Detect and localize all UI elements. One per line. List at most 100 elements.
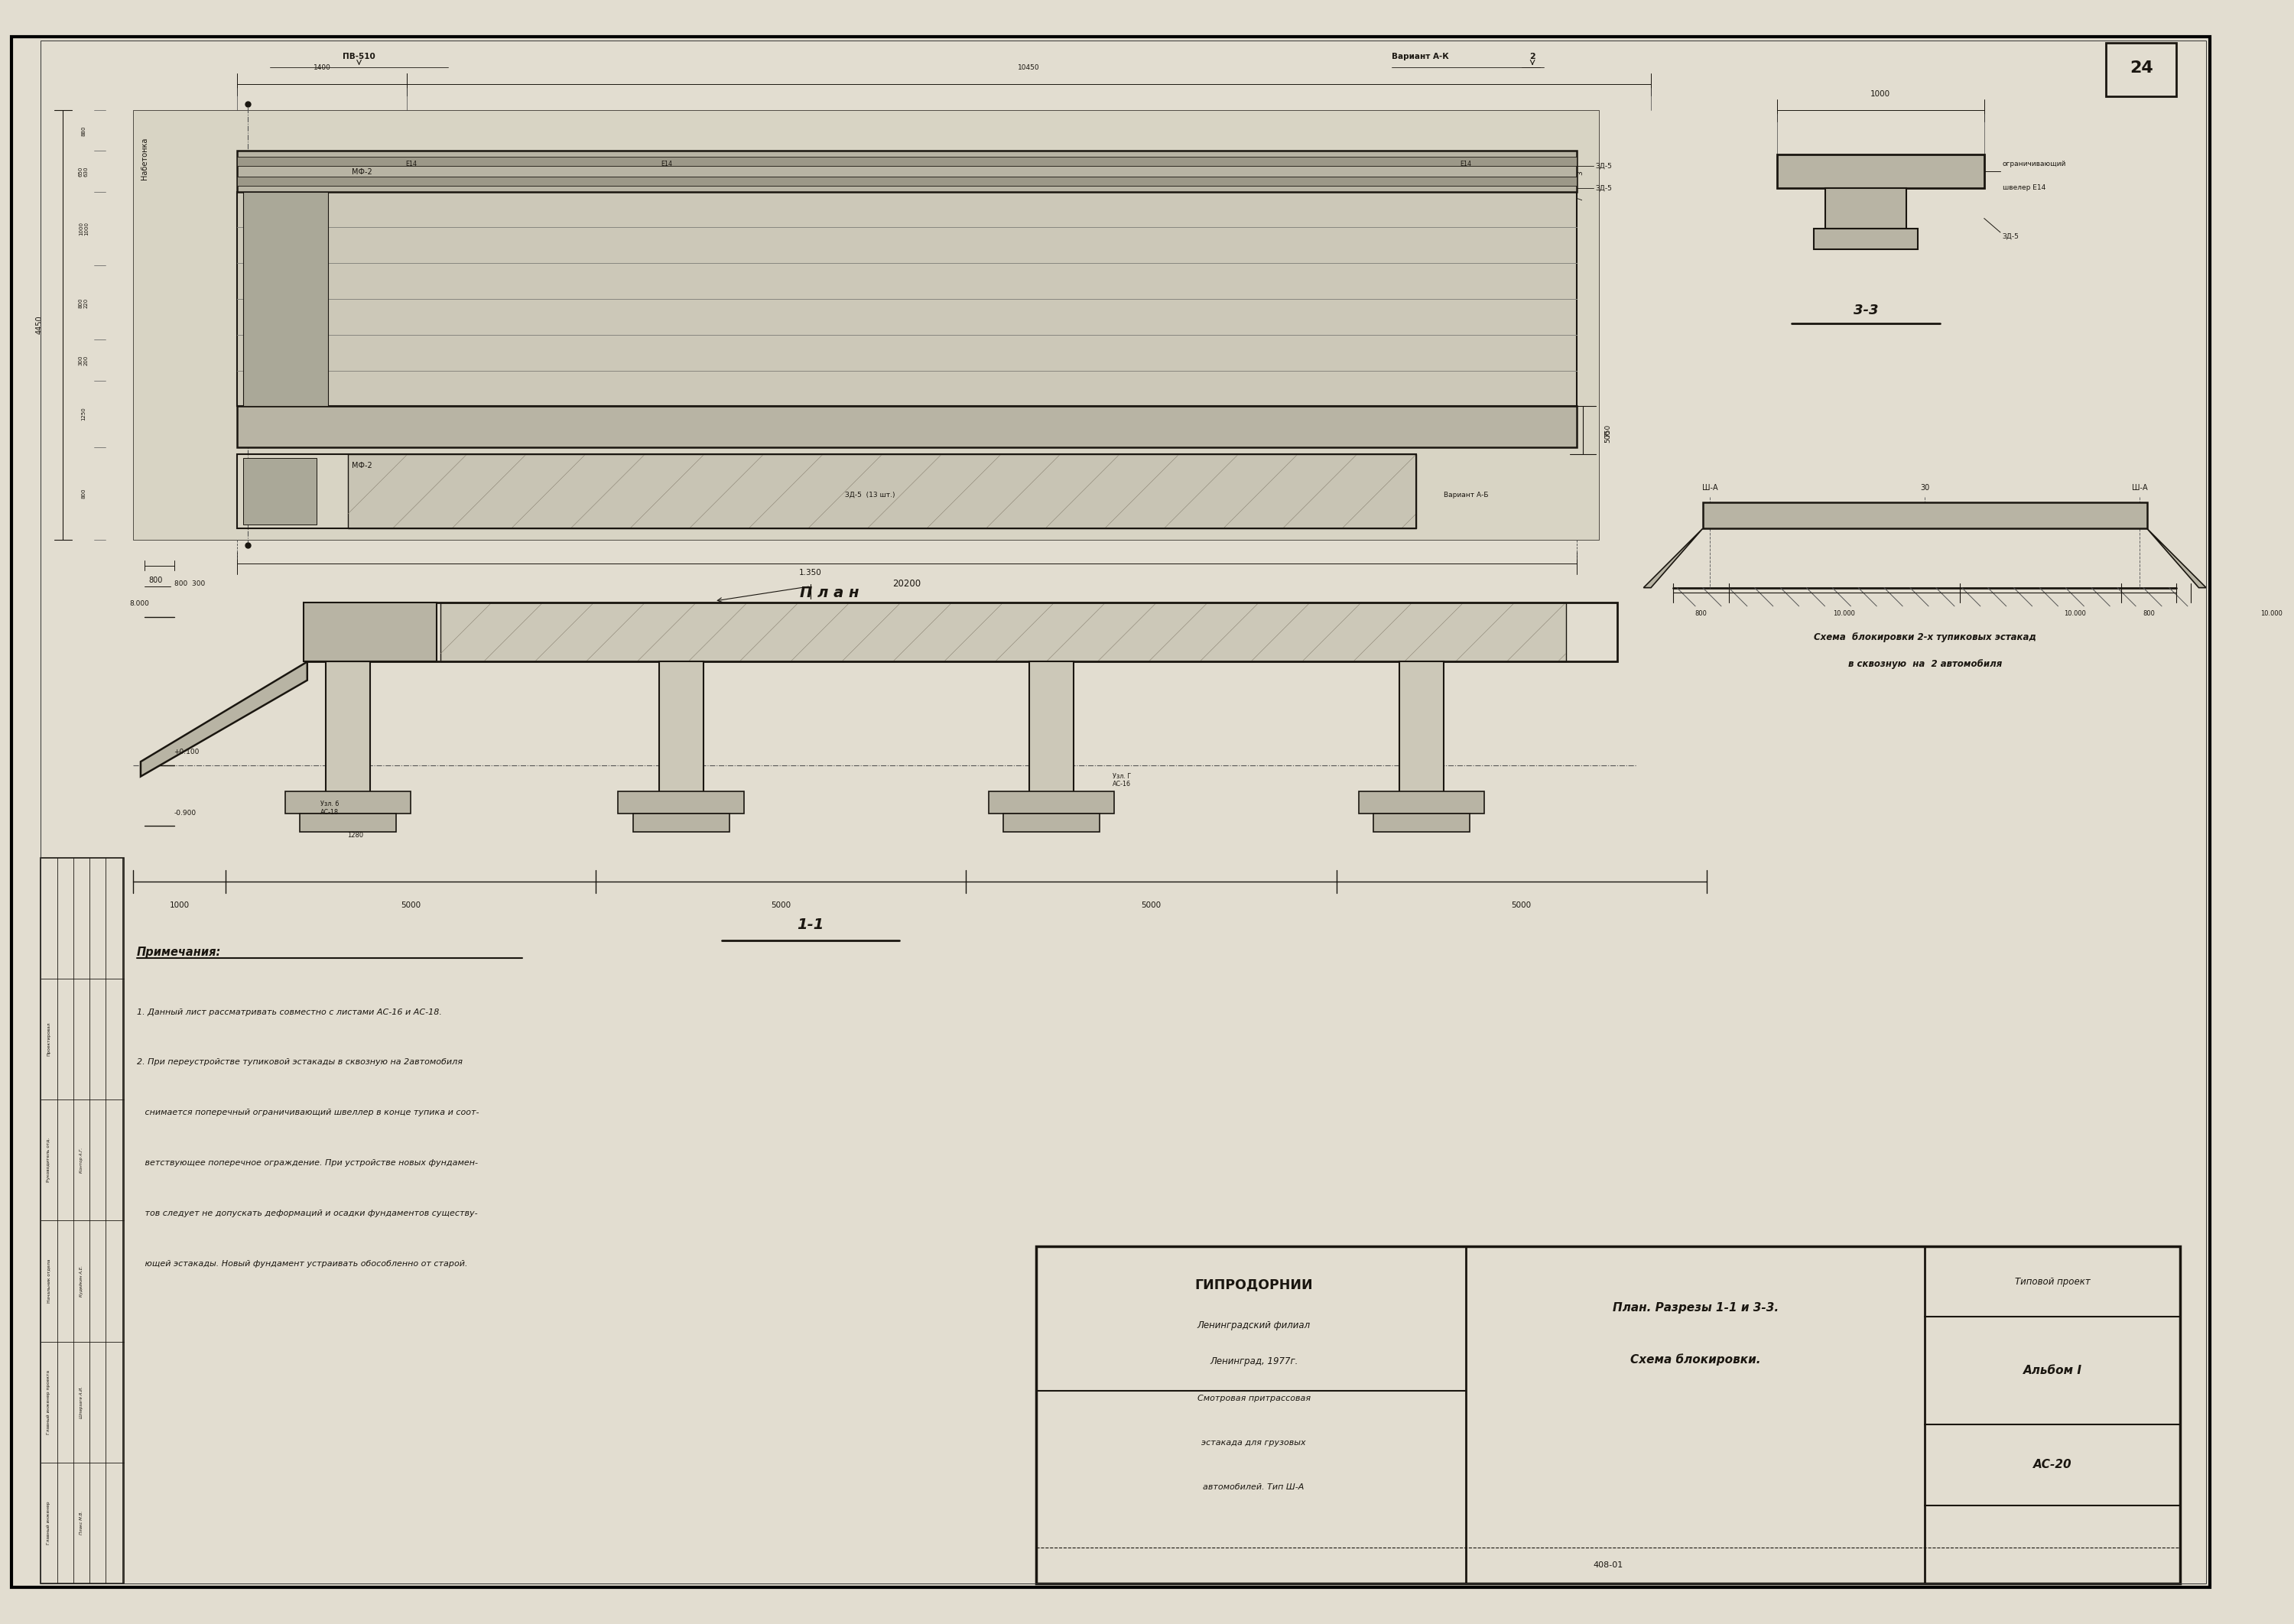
- Text: ЗД-5  (13 шт.): ЗД-5 (13 шт.): [844, 492, 895, 499]
- Bar: [236, 177, 1576, 185]
- Bar: [307, 603, 1617, 661]
- Text: 1280: 1280: [346, 831, 362, 840]
- Polygon shape: [1643, 528, 1702, 588]
- Text: МФ-2: МФ-2: [351, 167, 372, 175]
- Text: 5000: 5000: [1140, 901, 1161, 909]
- Text: Схема  блокировки 2-х тупиковых эстакад: Схема блокировки 2-х тупиковых эстакад: [1815, 632, 2037, 641]
- Text: 800: 800: [80, 489, 85, 499]
- Text: снимается поперечный ограничивающий швеллер в конце тупика и соот-: снимается поперечный ограничивающий швел…: [138, 1109, 479, 1116]
- Text: 20200: 20200: [892, 580, 922, 590]
- Text: 1-1: 1-1: [796, 918, 824, 932]
- Text: 10.000: 10.000: [1833, 611, 1856, 617]
- Bar: [1374, 814, 1470, 831]
- Bar: [301, 814, 397, 831]
- Bar: [326, 661, 369, 796]
- Text: Типовой проект: Типовой проект: [2014, 1276, 2090, 1286]
- Bar: [658, 661, 704, 796]
- Text: Е14: Е14: [406, 161, 418, 167]
- Text: 1250: 1250: [80, 408, 85, 421]
- Text: -0.900: -0.900: [174, 810, 197, 817]
- Text: 3-3: 3-3: [1854, 304, 1879, 317]
- Bar: [284, 791, 411, 814]
- Text: Узл. Г
АС-16: Узл. Г АС-16: [1113, 773, 1131, 788]
- Bar: [303, 603, 436, 661]
- Text: ЗД-5: ЗД-5: [1594, 185, 1613, 192]
- Bar: [236, 151, 1576, 192]
- Text: Кудейкин А.Е.: Кудейкин А.Е.: [80, 1265, 83, 1296]
- Text: 1000: 1000: [1870, 89, 1890, 97]
- Text: 3: 3: [1578, 171, 1585, 175]
- Text: Альбом I: Альбом I: [2023, 1364, 2083, 1376]
- Text: 7: 7: [1578, 197, 1585, 201]
- Bar: [243, 458, 317, 525]
- Bar: [243, 192, 328, 406]
- Text: Е14: Е14: [1459, 161, 1470, 167]
- Bar: [440, 603, 1567, 661]
- Text: Вариант А-К: Вариант А-К: [1392, 54, 1450, 60]
- Text: Проектировал: Проектировал: [46, 1021, 50, 1056]
- Text: 2: 2: [1530, 54, 1535, 60]
- Bar: [1778, 154, 1984, 188]
- Text: ЗД-5: ЗД-5: [1594, 162, 1613, 169]
- Text: 5000: 5000: [771, 901, 791, 909]
- Text: АС-20: АС-20: [2032, 1460, 2071, 1471]
- Bar: [1037, 1247, 2179, 1583]
- Text: 5000: 5000: [401, 901, 420, 909]
- Text: в сквозную  на  2 автомобиля: в сквозную на 2 автомобиля: [1849, 659, 2003, 669]
- Bar: [236, 406, 1576, 447]
- Bar: [1358, 791, 1484, 814]
- Bar: [633, 814, 729, 831]
- Bar: [1399, 661, 1443, 796]
- Text: +0.100: +0.100: [174, 749, 200, 755]
- Text: Руководитель отд.: Руководитель отд.: [46, 1138, 50, 1182]
- Text: ветствующее поперечное ограждение. При устройстве новых фундамен-: ветствующее поперечное ограждение. При у…: [138, 1160, 477, 1166]
- Text: 800: 800: [149, 577, 163, 585]
- Text: Начальник отдела: Начальник отдела: [46, 1259, 50, 1302]
- Text: 650
630: 650 630: [78, 166, 89, 177]
- Text: Ш-А: Ш-А: [1702, 484, 1718, 492]
- Bar: [2106, 42, 2177, 96]
- Text: ющей эстакады. Новый фундамент устраивать обособленно от старой.: ющей эстакады. Новый фундамент устраиват…: [138, 1260, 468, 1267]
- Polygon shape: [140, 661, 307, 776]
- Bar: [349, 455, 1415, 528]
- Text: Е14: Е14: [661, 161, 672, 167]
- Bar: [236, 192, 1576, 406]
- Text: 800  300: 800 300: [174, 580, 204, 588]
- Text: 408-01: 408-01: [1594, 1561, 1624, 1569]
- Text: 1400: 1400: [314, 65, 330, 71]
- Bar: [1030, 661, 1074, 796]
- Text: 10.000: 10.000: [2260, 611, 2283, 617]
- Text: швелер Е14: швелер Е14: [2003, 184, 2046, 192]
- Text: 800: 800: [2143, 611, 2154, 617]
- Text: 1000: 1000: [170, 901, 190, 909]
- Text: 2. При переустройстве тупиковой эстакады в сквозную на 2автомобиля: 2. При переустройстве тупиковой эстакады…: [138, 1059, 463, 1065]
- Polygon shape: [2147, 528, 2207, 588]
- Bar: [989, 791, 1115, 814]
- Bar: [1702, 502, 2147, 528]
- Text: Вариант А-Б: Вариант А-Б: [1443, 492, 1489, 499]
- Text: эстакада для грузовых: эстакада для грузовых: [1202, 1439, 1305, 1447]
- Text: 30: 30: [1920, 484, 1929, 492]
- Text: автомобилей. Тип Ш-А: автомобилей. Тип Ш-А: [1202, 1483, 1305, 1491]
- Bar: [41, 857, 124, 1583]
- Bar: [236, 158, 1576, 166]
- Text: МФ-2: МФ-2: [351, 461, 372, 469]
- Text: Схема блокировки.: Схема блокировки.: [1631, 1353, 1759, 1366]
- Bar: [617, 791, 743, 814]
- Text: Ленинградский филиал: Ленинградский филиал: [1197, 1320, 1310, 1330]
- Bar: [1826, 188, 1906, 229]
- Text: Главный инженер: Главный инженер: [46, 1501, 50, 1544]
- Text: тов следует не допускать деформаций и осадки фундаментов существу-: тов следует не допускать деформаций и ос…: [138, 1210, 477, 1216]
- Text: ЗД-5: ЗД-5: [2003, 232, 2019, 239]
- Text: Смотровая притрассовая: Смотровая притрассовая: [1197, 1395, 1310, 1402]
- Text: Плакс М.В.: Плакс М.В.: [80, 1510, 83, 1535]
- Text: 24: 24: [2129, 60, 2154, 76]
- Text: ГИПРОДОРНИИ: ГИПРОДОРНИИ: [1195, 1278, 1312, 1293]
- Text: 10.000: 10.000: [2065, 611, 2085, 617]
- Text: 4450: 4450: [34, 315, 44, 335]
- Text: МФ-2: МФ-2: [344, 603, 365, 611]
- Text: План. Разрезы 1-1 и 3-3.: План. Разрезы 1-1 и 3-3.: [1613, 1302, 1778, 1314]
- Text: Узл. б
АС-18: Узл. б АС-18: [321, 801, 340, 815]
- Text: Примечания:: Примечания:: [138, 947, 220, 958]
- Bar: [236, 455, 1415, 528]
